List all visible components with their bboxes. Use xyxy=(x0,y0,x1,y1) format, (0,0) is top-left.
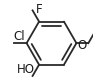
Text: O: O xyxy=(77,39,86,52)
Text: HO: HO xyxy=(17,63,35,76)
Text: Cl: Cl xyxy=(14,30,25,43)
Text: F: F xyxy=(36,3,43,16)
